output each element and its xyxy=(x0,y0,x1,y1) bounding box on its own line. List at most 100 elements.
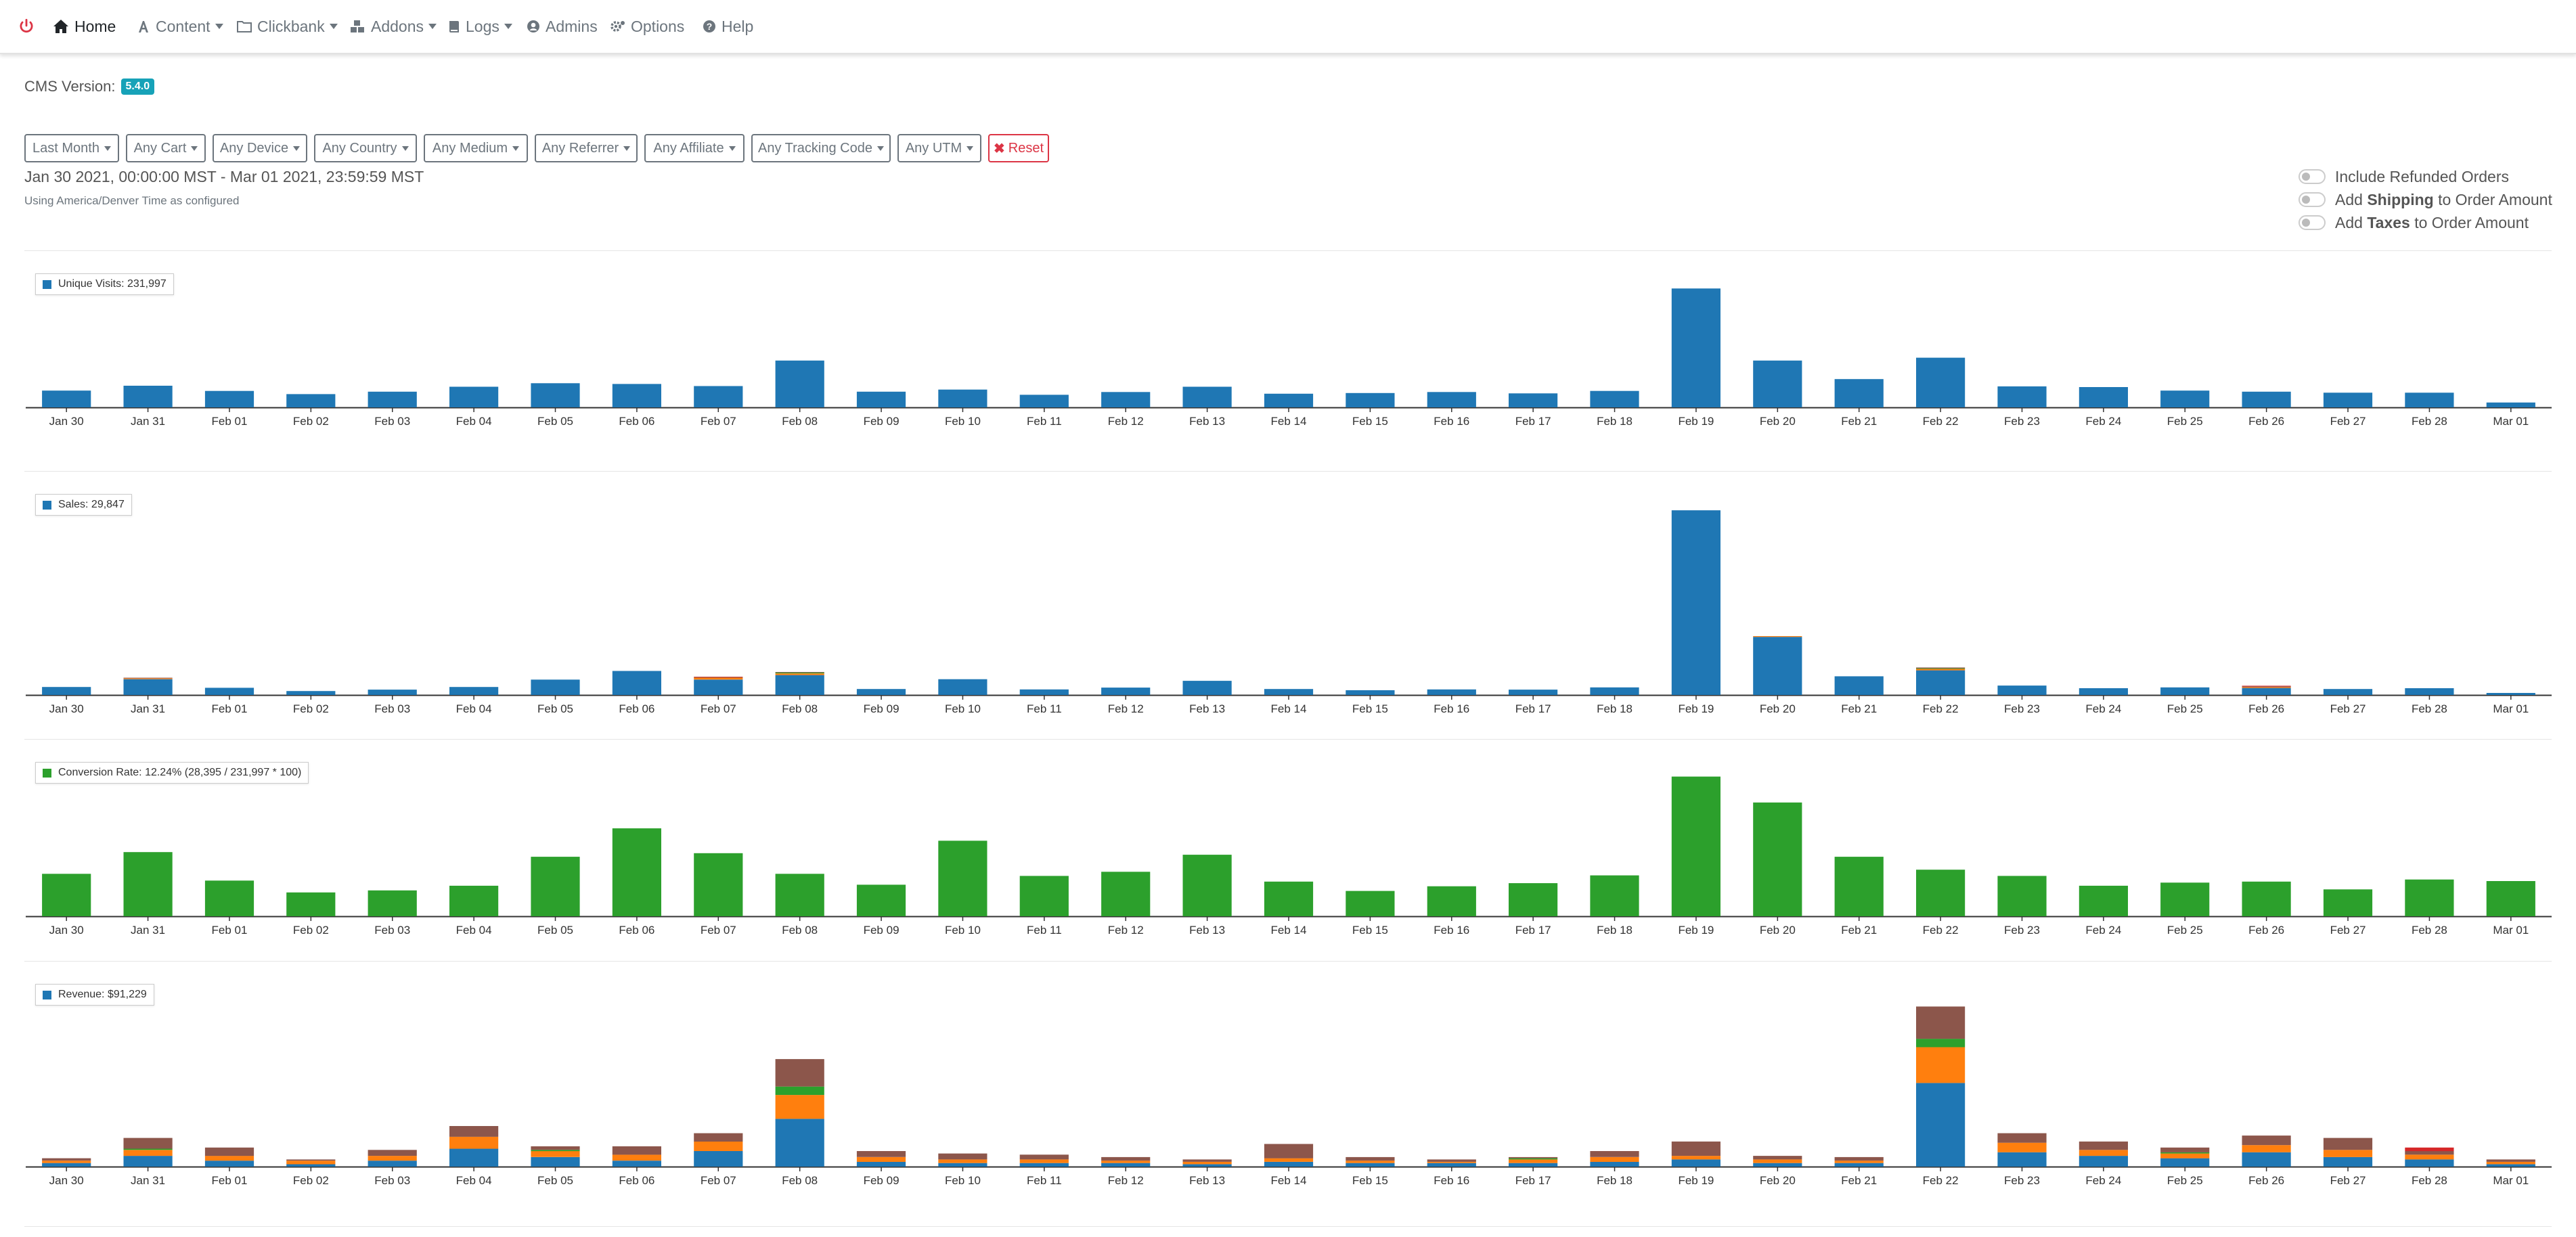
bar-jan-31-s3[interactable] xyxy=(123,677,173,679)
bar-mar-01-s3[interactable] xyxy=(2486,1159,2535,1162)
bar-feb-24-s0[interactable] xyxy=(2079,688,2128,695)
bar-feb-25-s0[interactable] xyxy=(2160,390,2210,407)
bar-feb-19-s0[interactable] xyxy=(1671,1159,1720,1167)
bar-feb-10-s0[interactable] xyxy=(938,389,987,408)
bar-feb-13-s0[interactable] xyxy=(1182,855,1232,917)
bar-feb-22-s3[interactable] xyxy=(1916,667,1966,669)
bar-feb-14-s0[interactable] xyxy=(1264,689,1314,695)
reset-button[interactable]: ✖ Reset xyxy=(988,134,1049,162)
nav-content[interactable]: Content xyxy=(137,0,223,53)
bar-mar-01-s0[interactable] xyxy=(2486,1164,2535,1167)
bar-feb-06-s3[interactable] xyxy=(612,1146,661,1155)
bar-feb-15-s0[interactable] xyxy=(1346,690,1395,695)
bar-feb-07-s0[interactable] xyxy=(694,853,743,916)
bar-feb-17-s2[interactable] xyxy=(1509,1158,1558,1160)
bar-feb-12-s1[interactable] xyxy=(1101,1161,1151,1163)
bar-feb-18-s0[interactable] xyxy=(1590,875,1639,916)
bar-feb-06-s0[interactable] xyxy=(612,671,661,696)
bar-feb-02-s3[interactable] xyxy=(286,1159,336,1161)
filter-device[interactable]: Any Device xyxy=(213,134,307,162)
bar-feb-14-s3[interactable] xyxy=(1264,1144,1314,1159)
bar-feb-17-s3[interactable] xyxy=(1509,1156,1558,1159)
bar-feb-09-s1[interactable] xyxy=(856,1156,906,1162)
bar-feb-26-s0[interactable] xyxy=(2242,391,2291,408)
filter-tracking-code[interactable]: Any Tracking Code xyxy=(751,134,891,162)
bar-feb-16-s0[interactable] xyxy=(1427,689,1476,695)
bar-feb-16-s1[interactable] xyxy=(1427,1161,1476,1163)
bar-feb-21-s0[interactable] xyxy=(1834,857,1884,916)
bar-feb-05-s0[interactable] xyxy=(531,857,580,916)
bar-feb-16-s3[interactable] xyxy=(1427,1159,1476,1162)
bar-feb-15-s0[interactable] xyxy=(1346,1163,1395,1167)
bar-feb-17-s0[interactable] xyxy=(1509,690,1558,695)
bar-feb-28-s0[interactable] xyxy=(2405,392,2454,407)
bar-feb-26-s4[interactable] xyxy=(2242,685,2291,687)
bar-feb-09-s0[interactable] xyxy=(856,884,906,916)
bar-feb-05-s2[interactable] xyxy=(531,1150,580,1152)
bar-feb-08-s0[interactable] xyxy=(775,874,824,916)
bar-feb-17-s0[interactable] xyxy=(1509,393,1558,407)
bar-feb-20-s1[interactable] xyxy=(1753,636,1802,637)
bar-feb-24-s3[interactable] xyxy=(2079,1141,2128,1150)
bar-feb-22-s0[interactable] xyxy=(1916,870,1966,916)
bar-feb-23-s1[interactable] xyxy=(1997,1142,2047,1152)
bar-feb-23-s3[interactable] xyxy=(1997,1133,2047,1143)
bar-feb-17-s0[interactable] xyxy=(1509,883,1558,916)
bar-jan-30-s3[interactable] xyxy=(42,1158,91,1161)
bar-feb-13-s0[interactable] xyxy=(1182,681,1232,695)
bar-feb-10-s3[interactable] xyxy=(938,1153,987,1160)
bar-jan-31-s1[interactable] xyxy=(123,1150,173,1156)
bar-feb-24-s0[interactable] xyxy=(2079,1156,2128,1167)
bar-mar-01-s0[interactable] xyxy=(2486,881,2535,916)
bar-feb-03-s1[interactable] xyxy=(368,1156,417,1161)
bar-feb-27-s0[interactable] xyxy=(2323,392,2373,407)
bar-feb-08-s2[interactable] xyxy=(775,1086,824,1096)
bar-feb-26-s3[interactable] xyxy=(2242,686,2291,688)
bar-feb-05-s0[interactable] xyxy=(531,1156,580,1167)
bar-feb-28-s0[interactable] xyxy=(2405,688,2454,695)
bar-feb-16-s0[interactable] xyxy=(1427,886,1476,916)
bar-feb-26-s0[interactable] xyxy=(2242,881,2291,916)
bar-feb-16-s0[interactable] xyxy=(1427,392,1476,407)
bar-feb-25-s0[interactable] xyxy=(2160,1158,2210,1167)
bar-feb-19-s0[interactable] xyxy=(1671,776,1720,916)
bar-feb-12-s0[interactable] xyxy=(1101,1163,1151,1167)
bar-feb-10-s0[interactable] xyxy=(938,1163,987,1167)
filter-cart[interactable]: Any Cart xyxy=(126,134,206,162)
bar-feb-15-s3[interactable] xyxy=(1346,1156,1395,1161)
toggle-add-taxes[interactable]: Add Taxes to Order Amount xyxy=(2299,211,2552,234)
bar-feb-04-s0[interactable] xyxy=(449,1148,499,1167)
bar-feb-09-s0[interactable] xyxy=(856,1161,906,1167)
bar-feb-08-s3[interactable] xyxy=(775,1059,824,1087)
bar-feb-27-s0[interactable] xyxy=(2323,889,2373,916)
bar-feb-20-s0[interactable] xyxy=(1753,1163,1802,1167)
toggle-switch[interactable] xyxy=(2299,192,2326,207)
bar-feb-11-s1[interactable] xyxy=(1019,1159,1069,1163)
bar-feb-22-s1[interactable] xyxy=(1916,1047,1966,1083)
bar-feb-23-s0[interactable] xyxy=(1997,685,2047,695)
bar-feb-03-s0[interactable] xyxy=(368,690,417,695)
bar-feb-03-s3[interactable] xyxy=(368,1150,417,1156)
bar-feb-25-s2[interactable] xyxy=(2160,1152,2210,1154)
bar-jan-31-s2[interactable] xyxy=(123,1148,173,1150)
bar-feb-11-s3[interactable] xyxy=(1019,1154,1069,1160)
bar-feb-27-s0[interactable] xyxy=(2323,1156,2373,1167)
toggle-switch[interactable] xyxy=(2299,169,2326,184)
bar-feb-21-s0[interactable] xyxy=(1834,1163,1884,1167)
bar-feb-04-s3[interactable] xyxy=(449,1126,499,1137)
bar-feb-02-s1[interactable] xyxy=(286,1161,336,1165)
bar-feb-26-s3[interactable] xyxy=(2242,1135,2291,1146)
bar-feb-12-s3[interactable] xyxy=(1101,1156,1151,1161)
bar-feb-08-s0[interactable] xyxy=(775,675,824,695)
bar-feb-14-s0[interactable] xyxy=(1264,393,1314,407)
bar-feb-10-s1[interactable] xyxy=(938,1159,987,1163)
bar-feb-06-s0[interactable] xyxy=(612,384,661,407)
bar-feb-04-s0[interactable] xyxy=(449,885,499,916)
bar-feb-05-s0[interactable] xyxy=(531,383,580,407)
bar-feb-21-s1[interactable] xyxy=(1834,1161,1884,1163)
filter-referrer[interactable]: Any Referrer xyxy=(535,134,638,162)
bar-feb-28-s1[interactable] xyxy=(2405,1154,2454,1160)
bar-feb-17-s1[interactable] xyxy=(1509,1159,1558,1163)
bar-feb-20-s3[interactable] xyxy=(1753,1156,1802,1160)
bar-feb-05-s1[interactable] xyxy=(531,1151,580,1157)
